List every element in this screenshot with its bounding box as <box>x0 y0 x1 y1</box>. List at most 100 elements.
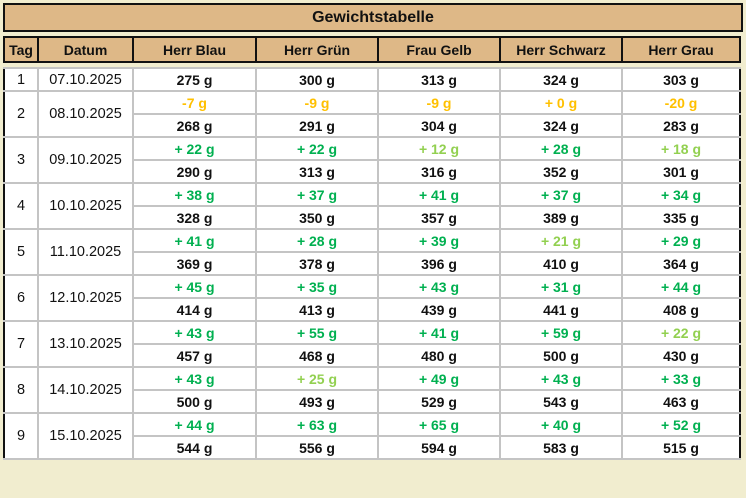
weight-cell: 413 g <box>255 297 379 322</box>
weight-cell: 543 g <box>499 389 623 414</box>
table-row: 8 14.10.2025 + 43 g + 25 g + 49 g + 43 g + 33 … <box>4 366 740 414</box>
column-header: Herr Grau <box>621 36 741 63</box>
weight-cell: 291 g <box>255 113 379 138</box>
weight-change-cell: + 65 g <box>377 412 501 437</box>
weight-change-cell: + 52 g <box>621 412 740 437</box>
weight-change-cell: + 44 g <box>621 274 740 299</box>
column-header: Herr Grün <box>255 36 379 63</box>
weight-cell: 335 g <box>621 205 740 230</box>
weight-change-cell: + 35 g <box>255 274 379 299</box>
weight-cell: 408 g <box>621 297 740 322</box>
weight-cell: 301 g <box>621 159 740 184</box>
weight-change-cell: + 63 g <box>255 412 379 437</box>
weight-change-cell: + 59 g <box>499 320 623 345</box>
weight-cell: 463 g <box>621 389 740 414</box>
column-header: Herr Schwarz <box>499 36 623 63</box>
weight-change-cell: + 21 g <box>499 228 623 253</box>
weight-cell: 529 g <box>377 389 501 414</box>
day-cell: 1 <box>4 67 39 92</box>
weight-cell: 396 g <box>377 251 501 276</box>
weight-cell: 500 g <box>133 389 257 414</box>
weight-change-cell: + 43 g <box>132 320 257 345</box>
table-row: 2 08.10.2025 -7 g -9 g -9 g + 0 g -20 g <box>4 90 740 138</box>
weight-cell: 283 g <box>621 113 740 138</box>
day-cell: 2 <box>4 90 39 138</box>
weight-cell: 583 g <box>499 435 623 460</box>
weight-cell: 352 g <box>499 159 623 184</box>
weight-cell: 268 g <box>133 113 257 138</box>
weight-cell: 350 g <box>255 205 379 230</box>
weight-change-cell: + 45 g <box>132 274 257 299</box>
weight-cell: 389 g <box>499 205 623 230</box>
weight-change-cell: + 43 g <box>499 366 623 391</box>
weight-change-cell: + 41 g <box>377 182 501 207</box>
weight-change-cell: + 22 g <box>621 320 740 345</box>
date-cell: 11.10.2025 <box>37 228 134 276</box>
weight-cell: 369 g <box>133 251 257 276</box>
weight-cell: 594 g <box>377 435 501 460</box>
table-row: 369 g 378 g 396 g 410 g 364 g <box>4 251 740 276</box>
weight-change-cell: + 18 g <box>621 136 740 161</box>
weight-change-cell: -9 g <box>377 90 501 115</box>
weight-change-cell: -9 g <box>255 90 379 115</box>
date-cell: 15.10.2025 <box>37 412 134 460</box>
day-cell: 7 <box>4 320 39 368</box>
weight-cell: 304 g <box>377 113 501 138</box>
weight-cell: 275 g <box>132 67 257 92</box>
table-row: 3 09.10.2025 + 22 g + 22 g + 12 g + 28 g + 18 … <box>4 136 740 184</box>
table-row: 6 12.10.2025 + 45 g + 35 g + 43 g + 31 g + 44 … <box>4 274 740 322</box>
table-row: 9 15.10.2025 + 44 g + 63 g + 65 g + 40 g + 52 … <box>4 412 740 460</box>
table-row: 4 10.10.2025 + 38 g + 37 g + 41 g + 37 g + 34 … <box>4 182 740 230</box>
weight-cell: 303 g <box>621 67 740 92</box>
weight-change-cell: + 41 g <box>132 228 257 253</box>
column-header: Herr Blau <box>132 36 257 63</box>
weight-change-cell: + 28 g <box>255 228 379 253</box>
table-row: 5 11.10.2025 + 41 g + 28 g + 39 g + 21 g + 29 … <box>4 228 740 276</box>
weight-cell: 556 g <box>255 435 379 460</box>
weight-cell: 313 g <box>377 67 501 92</box>
weight-cell: 324 g <box>499 67 623 92</box>
table-row: 414 g 413 g 439 g 441 g 408 g <box>4 297 740 322</box>
weight-cell: 324 g <box>499 113 623 138</box>
weight-change-cell: + 22 g <box>132 136 257 161</box>
table-row: 328 g 350 g 357 g 389 g 335 g <box>4 205 740 230</box>
column-header: Tag <box>3 36 39 63</box>
date-cell: 09.10.2025 <box>37 136 134 184</box>
table-row: 544 g 556 g 594 g 583 g 515 g <box>4 435 740 460</box>
weight-change-cell: + 0 g <box>499 90 623 115</box>
weight-change-cell: + 31 g <box>499 274 623 299</box>
weight-change-cell: + 12 g <box>377 136 501 161</box>
weight-change-cell: + 49 g <box>377 366 501 391</box>
table-row: 1 07.10.2025 275 g 300 g 313 g 324 g 303 g <box>4 67 740 92</box>
date-cell: 13.10.2025 <box>37 320 134 368</box>
weight-change-cell: + 28 g <box>499 136 623 161</box>
weight-change-cell: + 40 g <box>499 412 623 437</box>
day-cell: 6 <box>4 274 39 322</box>
weight-change-cell: -7 g <box>132 90 257 115</box>
table-row: 457 g 468 g 480 g 500 g 430 g <box>4 343 740 368</box>
day-cell: 5 <box>4 228 39 276</box>
day-cell: 9 <box>4 412 39 460</box>
weight-cell: 457 g <box>133 343 257 368</box>
weight-change-cell: + 44 g <box>132 412 257 437</box>
weight-cell: 430 g <box>621 343 740 368</box>
table-row: 268 g 291 g 304 g 324 g 283 g <box>4 113 740 138</box>
weight-cell: 357 g <box>377 205 501 230</box>
weight-change-cell: + 43 g <box>132 366 257 391</box>
table-row: 290 g 313 g 316 g 352 g 301 g <box>4 159 740 184</box>
weight-cell: 378 g <box>255 251 379 276</box>
table-row: 7 13.10.2025 + 43 g + 55 g + 41 g + 59 g + 22 … <box>4 320 740 368</box>
weight-cell: 544 g <box>133 435 257 460</box>
weight-cell: 410 g <box>499 251 623 276</box>
day-cell: 4 <box>4 182 39 230</box>
table-title: Gewichtstabelle <box>3 3 743 32</box>
weight-change-cell: + 55 g <box>255 320 379 345</box>
column-header: Datum <box>37 36 134 63</box>
weight-cell: 300 g <box>255 67 379 92</box>
weight-cell: 441 g <box>499 297 623 322</box>
date-cell: 07.10.2025 <box>37 67 134 92</box>
weight-cell: 316 g <box>377 159 501 184</box>
weight-change-cell: + 41 g <box>377 320 501 345</box>
weight-change-cell: + 33 g <box>621 366 740 391</box>
weight-cell: 328 g <box>133 205 257 230</box>
